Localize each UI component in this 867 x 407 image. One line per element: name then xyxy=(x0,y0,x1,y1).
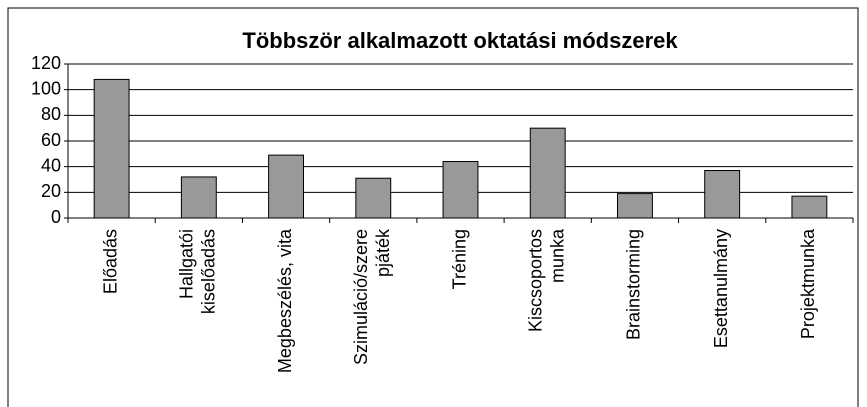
chart-title: Többször alkalmazott oktatási módszerek xyxy=(242,28,678,53)
x-tick-label: Brainstorming xyxy=(624,229,644,340)
bar xyxy=(180,176,217,219)
x-tick-label: munka xyxy=(547,228,567,283)
bar xyxy=(704,170,741,219)
x-tick-label: Előadás xyxy=(100,229,120,294)
y-tick-label: 100 xyxy=(31,78,61,98)
y-tick-label: 80 xyxy=(41,104,61,124)
x-tick-label: pjáték xyxy=(373,228,393,277)
x-tick-label: Projektmunka xyxy=(798,228,818,339)
x-tick-label: Hallgatói xyxy=(177,229,197,299)
y-tick-label: 0 xyxy=(51,207,61,227)
y-tick-label: 60 xyxy=(41,130,61,150)
bar xyxy=(529,127,566,219)
x-tick-label: Esettanulmány xyxy=(711,229,731,348)
y-tick-label: 120 xyxy=(31,53,61,73)
bar xyxy=(442,161,479,219)
x-tick-label: Tréning xyxy=(449,229,469,289)
x-tick-label: kiselőadás xyxy=(199,229,219,314)
x-tick-label: Szimuláció/szere xyxy=(351,229,371,365)
x-tick-label: Kiscsoportos xyxy=(525,229,545,332)
bar xyxy=(617,193,653,219)
bar xyxy=(791,195,828,219)
bar xyxy=(93,78,130,219)
bar xyxy=(355,177,392,219)
bar xyxy=(268,154,305,219)
y-tick-label: 40 xyxy=(41,155,61,175)
y-tick-label: 20 xyxy=(41,181,61,201)
x-tick-label: Megbeszélés, vita xyxy=(275,228,295,373)
